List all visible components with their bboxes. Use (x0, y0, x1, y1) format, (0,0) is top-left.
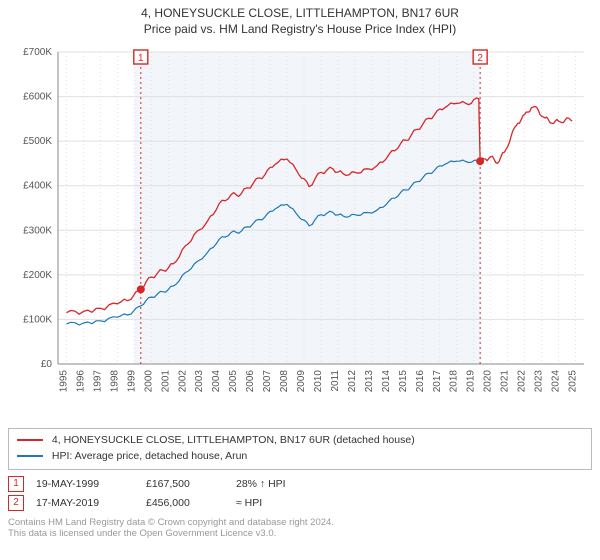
svg-text:1999: 1999 (126, 370, 137, 393)
transactions-table: 1 19-MAY-1999 £167,500 28% ↑ HPI 2 17-MA… (8, 476, 592, 511)
legend-item-hpi: HPI: Average price, detached house, Arun (17, 449, 583, 465)
svg-text:2024: 2024 (551, 370, 562, 393)
svg-text:2021: 2021 (500, 370, 511, 393)
table-row: 1 19-MAY-1999 £167,500 28% ↑ HPI (8, 476, 592, 492)
footer-line: Contains HM Land Registry data © Crown c… (8, 517, 592, 528)
svg-text:1: 1 (138, 53, 144, 64)
svg-text:1998: 1998 (109, 370, 120, 393)
svg-text:2011: 2011 (330, 370, 341, 392)
svg-text:2023: 2023 (534, 370, 545, 393)
svg-text:£700K: £700K (23, 47, 52, 58)
svg-text:£400K: £400K (23, 181, 52, 192)
legend-swatch-red (17, 439, 43, 441)
marker-num-icon: 1 (8, 476, 24, 492)
title-subtitle: Price paid vs. HM Land Registry's House … (8, 22, 592, 36)
svg-text:2012: 2012 (347, 370, 358, 393)
svg-text:£500K: £500K (23, 136, 52, 147)
svg-text:1997: 1997 (92, 370, 103, 393)
svg-text:2016: 2016 (415, 370, 426, 393)
legend-label: 4, HONEYSUCKLE CLOSE, LITTLEHAMPTON, BN1… (52, 434, 415, 446)
svg-text:2010: 2010 (313, 370, 324, 393)
txn-price: £167,500 (146, 478, 236, 490)
svg-text:2004: 2004 (211, 370, 222, 393)
svg-text:£200K: £200K (23, 270, 52, 281)
svg-text:2017: 2017 (432, 370, 443, 393)
footer: Contains HM Land Registry data © Crown c… (8, 517, 592, 539)
svg-text:2019: 2019 (466, 370, 477, 393)
svg-text:2003: 2003 (194, 370, 205, 393)
svg-text:£600K: £600K (23, 92, 52, 103)
svg-text:2020: 2020 (483, 370, 494, 393)
svg-text:2013: 2013 (364, 370, 375, 393)
svg-text:2: 2 (477, 53, 483, 64)
svg-text:£300K: £300K (23, 225, 52, 236)
svg-text:2005: 2005 (228, 370, 239, 393)
legend: 4, HONEYSUCKLE CLOSE, LITTLEHAMPTON, BN1… (8, 428, 592, 470)
txn-diff: 28% ↑ HPI (236, 478, 326, 490)
svg-text:2008: 2008 (279, 370, 290, 393)
svg-text:2025: 2025 (568, 370, 579, 393)
chart-container: 4, HONEYSUCKLE CLOSE, LITTLEHAMPTON, BN1… (0, 0, 600, 560)
marker-num-icon: 2 (8, 495, 24, 511)
title-address: 4, HONEYSUCKLE CLOSE, LITTLEHAMPTON, BN1… (8, 6, 592, 20)
svg-text:1996: 1996 (75, 370, 86, 393)
svg-text:2001: 2001 (160, 370, 171, 393)
table-row: 2 17-MAY-2019 £456,000 ≈ HPI (8, 495, 592, 511)
svg-text:2015: 2015 (398, 370, 409, 393)
legend-label: HPI: Average price, detached house, Arun (52, 450, 247, 462)
txn-price: £456,000 (146, 497, 236, 509)
footer-line: This data is licensed under the Open Gov… (8, 528, 592, 539)
chart: £0 £100K £200K £300K £400K £500K £600K £700K 199… (8, 42, 592, 422)
svg-text:2018: 2018 (449, 370, 460, 393)
txn-date: 19-MAY-1999 (36, 478, 146, 490)
svg-text:£0: £0 (41, 359, 53, 370)
txn-date: 17-MAY-2019 (36, 497, 146, 509)
svg-text:2002: 2002 (177, 370, 188, 393)
svg-text:2009: 2009 (296, 370, 307, 393)
svg-text:2014: 2014 (381, 370, 392, 393)
svg-text:2007: 2007 (262, 370, 273, 393)
legend-item-property: 4, HONEYSUCKLE CLOSE, LITTLEHAMPTON, BN1… (17, 433, 583, 449)
legend-swatch-blue (17, 455, 43, 457)
svg-text:2006: 2006 (245, 370, 256, 393)
svg-text:1995: 1995 (58, 370, 69, 393)
svg-text:2000: 2000 (143, 370, 154, 393)
txn-diff: ≈ HPI (236, 497, 326, 509)
svg-text:£100K: £100K (23, 314, 52, 325)
svg-text:2022: 2022 (517, 370, 528, 393)
